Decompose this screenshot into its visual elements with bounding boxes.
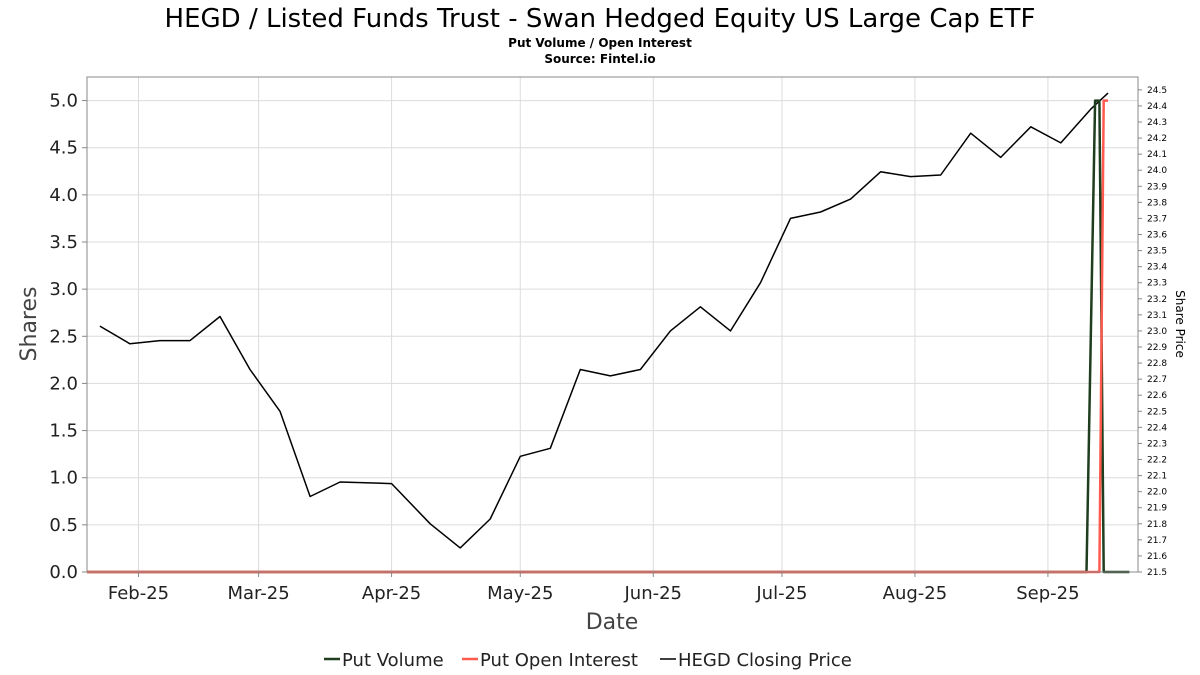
y-tick-label: 2.0 (49, 373, 78, 394)
legend-label: Put Open Interest (480, 650, 638, 671)
y2-tick-label: 23.3 (1147, 279, 1167, 289)
y2-tick-label: 22.1 (1147, 472, 1167, 482)
plot-frame (86, 76, 1139, 573)
y2-tick-label: 23.4 (1147, 263, 1167, 273)
y2-tick-label: 21.5 (1147, 568, 1167, 578)
y2-tick-label: 22.7 (1147, 375, 1167, 385)
y-tick-label: 0.0 (49, 562, 78, 583)
y2-tick-label: 22.2 (1147, 456, 1167, 466)
y-tick-label: 3.0 (49, 279, 78, 300)
y-tick-label: 3.5 (49, 232, 78, 253)
legend-put-volume: Put Volume (324, 650, 444, 671)
y2-tick-label: 23.5 (1147, 247, 1167, 257)
y2-axis-title: Share Price (1173, 290, 1187, 358)
y2-tick-label: 22.5 (1147, 407, 1167, 417)
x-tick-label: Jun-25 (623, 583, 682, 604)
x-axis-title: Date (586, 610, 639, 635)
y2-tick-label: 21.7 (1147, 536, 1167, 546)
legend-closing-price: HEGD Closing Price (660, 650, 852, 671)
plot-background (87, 77, 1138, 572)
x-tick-label: May-25 (487, 583, 553, 604)
y2-tick-label: 21.9 (1147, 504, 1167, 514)
legend-label: HEGD Closing Price (678, 650, 852, 671)
y2-tick-label: 24.0 (1147, 166, 1167, 176)
legend-label: Put Volume (342, 650, 444, 671)
x-tick-label: Aug-25 (883, 583, 948, 604)
x-axis: Feb-25 Mar-25 Apr-25 May-25 Jun-25 Jul-25 Aug-… (108, 572, 1080, 604)
y2-tick-label: 24.3 (1147, 118, 1167, 128)
y-tick-label: 4.0 (49, 185, 78, 206)
y-tick-label: 1.5 (49, 421, 78, 442)
y2-tick-label: 21.6 (1147, 552, 1167, 562)
y-tick-label: 4.5 (49, 138, 78, 159)
y2-tick-label: 22.0 (1147, 488, 1167, 498)
y2-tick-label: 23.0 (1147, 327, 1167, 337)
y-axis-title: Shares (17, 287, 42, 362)
x-tick-label: Mar-25 (227, 583, 289, 604)
y2-tick-label: 22.6 (1147, 391, 1167, 401)
y2-tick-label: 23.7 (1147, 214, 1167, 224)
y2-tick-label: 21.8 (1147, 520, 1167, 530)
y2-tick-label: 24.2 (1147, 134, 1167, 144)
y2-tick-label: 23.6 (1147, 231, 1167, 241)
y2-tick-label: 22.9 (1147, 343, 1167, 353)
x-tick-label: Sep-25 (1016, 583, 1079, 604)
y2-tick-label: 22.3 (1147, 439, 1167, 449)
y2-tick-label: 24.4 (1147, 102, 1167, 112)
chart-subtitle: Put Volume / Open Interest (508, 36, 692, 50)
y2-tick-label: 23.9 (1147, 182, 1167, 192)
y2-tick-label: 23.2 (1147, 295, 1167, 305)
x-tick-label: Apr-25 (362, 583, 421, 604)
chart-title: HEGD / Listed Funds Trust - Swan Hedged … (165, 4, 1036, 34)
y2-tick-label: 23.1 (1147, 311, 1167, 321)
y2-tick-label: 22.4 (1147, 423, 1167, 433)
right-axis: 21.5 21.6 21.7 21.8 21.9 22.0 22.1 22.2 22.3 22.4… (1138, 86, 1167, 578)
y2-tick-label: 24.5 (1147, 86, 1167, 96)
grid-lines (87, 77, 1138, 573)
x-tick-label: Jul-25 (755, 583, 807, 604)
chart-source: Source: Fintel.io (544, 52, 655, 66)
legend: Put Volume Put Open Interest HEGD Closing … (324, 650, 852, 671)
y2-tick-label: 23.8 (1147, 198, 1167, 208)
y2-tick-label: 22.8 (1147, 359, 1167, 369)
y-tick-label: 1.0 (49, 468, 78, 489)
y-tick-label: 0.5 (49, 515, 78, 536)
legend-put-open-interest: Put Open Interest (462, 650, 638, 671)
y2-tick-label: 24.1 (1147, 150, 1167, 160)
x-tick-label: Feb-25 (108, 583, 169, 604)
left-axis: 0.0 0.5 1.0 1.5 2.0 2.5 3.0 3.5 4.0 4.5 5.0 (49, 91, 87, 583)
closing-price-line (99, 92, 1109, 549)
y-tick-label: 2.5 (49, 326, 78, 347)
y-tick-label: 5.0 (49, 91, 78, 112)
